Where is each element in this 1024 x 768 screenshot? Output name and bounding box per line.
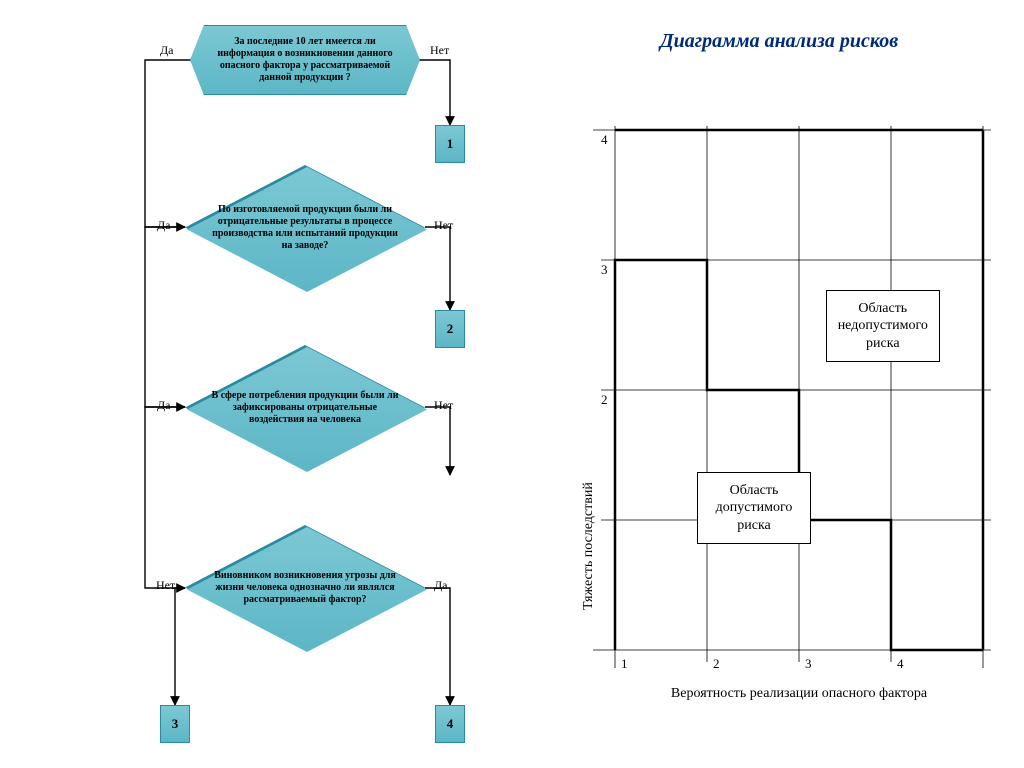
flowchart-node-r3: 3: [160, 705, 190, 743]
flowchart-node-r1: 1: [435, 125, 465, 163]
svg-text:1: 1: [621, 656, 628, 671]
flowchart-edge-label: Да: [160, 43, 174, 58]
matrix-region-label: Областьнедопустимогориска: [826, 290, 940, 362]
flowchart-node-d3: Виновником возникновения угрозы для жизн…: [185, 525, 425, 650]
risk-matrix: 1 2 3 4 4 3 2: [565, 120, 993, 710]
svg-text:4: 4: [601, 132, 608, 147]
flowchart-node-r4: 4: [435, 705, 465, 743]
flowchart-edge-label: Да: [157, 218, 171, 233]
flowchart-node-r2: 2: [435, 310, 465, 348]
svg-text:3: 3: [601, 262, 608, 277]
svg-text:3: 3: [805, 656, 812, 671]
flowchart-edge-label: Нет: [156, 578, 175, 593]
matrix-title: Диаграмма анализа рисков: [660, 30, 898, 53]
flowchart-node-d1: По изготовляемой продукции были ли отриц…: [185, 165, 425, 290]
flowchart-node-hex1: За последние 10 лет имеется ли информаци…: [190, 25, 420, 95]
flowchart-edge-label: Нет: [434, 218, 453, 233]
svg-text:4: 4: [897, 656, 904, 671]
flowchart-edge-label: Да: [157, 398, 171, 413]
matrix-y-axis-label: Тяжесть последствий: [581, 482, 597, 610]
svg-text:2: 2: [601, 392, 608, 407]
matrix-region-label: Областьдопустимогориска: [697, 472, 811, 544]
flowchart-edge-label: Нет: [430, 43, 449, 58]
flowchart-edge-label: Нет: [434, 398, 453, 413]
matrix-x-axis-label: Вероятность реализации опасного фактора: [615, 686, 983, 702]
flowchart-node-d2: В сфере потребления продукции были ли за…: [185, 345, 425, 470]
flowchart-edge-label: Да: [434, 578, 448, 593]
svg-text:2: 2: [713, 656, 720, 671]
